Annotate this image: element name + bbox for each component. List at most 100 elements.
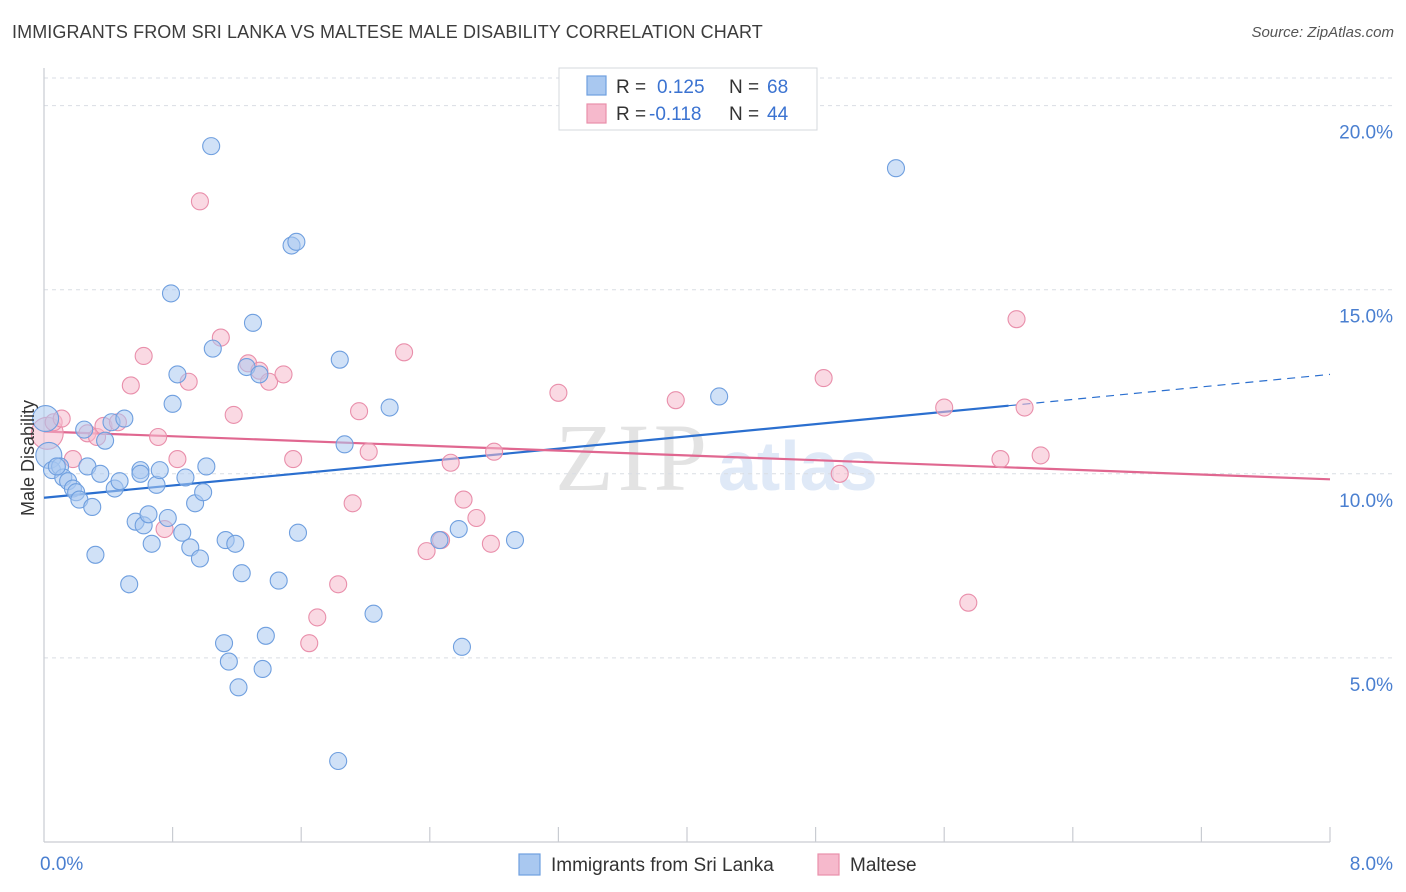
sri-lanka-point <box>83 497 102 516</box>
watermark-zip: ZIP <box>555 404 711 511</box>
sri-lanka-point <box>142 534 161 553</box>
maltese-point <box>1007 310 1026 329</box>
series-legend-label-blue: Immigrants from Sri Lanka <box>551 855 774 876</box>
sri-lanka-point <box>96 431 115 450</box>
sri-lanka-point <box>214 634 234 653</box>
maltese-point <box>350 402 369 421</box>
legend-n-label-blue: N = <box>729 77 759 98</box>
y-tick-label-5: 5.0% <box>1350 675 1393 696</box>
series-legend-swatch-pink <box>817 853 840 876</box>
maltese-point <box>149 427 168 447</box>
maltese-point <box>343 494 362 513</box>
correlation-legend: R = 0.125 N = 68 R = -0.118 N = 44 <box>558 67 818 131</box>
sri-lanka-points <box>32 137 906 771</box>
maltese-point <box>991 450 1010 469</box>
legend-n-value-pink: 44 <box>767 104 789 125</box>
maltese-point <box>454 490 473 509</box>
maltese-point <box>417 542 436 561</box>
maltese-point <box>549 383 568 402</box>
maltese-point <box>1031 446 1050 465</box>
sri-lanka-point <box>253 659 272 678</box>
x-tick-label-8: 8.0% <box>1350 854 1393 875</box>
y-tick-label-10: 10.0% <box>1339 491 1393 512</box>
trend-line-sri-lanka <box>43 404 1009 499</box>
maltese-point <box>121 376 140 395</box>
sri-lanka-point <box>110 472 129 491</box>
maltese-point <box>485 442 504 461</box>
maltese-point <box>168 450 187 469</box>
legend-n-value-blue: 68 <box>767 77 788 98</box>
maltese-point <box>224 405 243 424</box>
sri-lanka-point <box>75 420 94 439</box>
maltese-point <box>935 398 954 417</box>
sri-lanka-point <box>163 394 182 413</box>
maltese-point <box>481 534 500 553</box>
maltese-point <box>441 453 460 472</box>
x-tick-label-0: 0.0% <box>40 854 83 875</box>
y-axis-label: Male Disability <box>18 400 38 516</box>
sri-lanka-point <box>176 468 195 487</box>
sri-lanka-point <box>287 232 306 251</box>
sri-lanka-point <box>232 564 251 583</box>
sri-lanka-point <box>139 505 158 524</box>
maltese-point <box>300 634 319 653</box>
sri-lanka-point <box>505 531 525 550</box>
sri-lanka-point <box>197 457 216 476</box>
chart-title: IMMIGRANTS FROM SRI LANKA VS MALTESE MAL… <box>12 22 763 42</box>
trend-line-sri-lanka-extension <box>1008 373 1331 407</box>
watermark: ZIP atlas <box>555 404 878 511</box>
sri-lanka-point <box>91 464 110 483</box>
y-tick-label-15: 15.0% <box>1339 307 1393 328</box>
legend-r-label-blue: R = <box>616 77 646 98</box>
sri-lanka-point <box>219 652 238 671</box>
sri-lanka-point <box>250 365 269 384</box>
maltese-point <box>134 346 153 366</box>
sri-lanka-point <box>330 350 349 369</box>
trend-lines <box>43 373 1331 499</box>
y-tick-label-20: 20.0% <box>1339 123 1393 144</box>
sri-lanka-point <box>115 409 134 428</box>
series-legend-swatch-blue <box>518 853 541 876</box>
sri-lanka-point <box>380 398 399 417</box>
legend-swatch-pink <box>586 103 607 124</box>
sri-lanka-point <box>161 284 181 303</box>
series-legend: Immigrants from Sri Lanka Maltese <box>518 853 917 876</box>
maltese-point <box>959 593 978 612</box>
chart-source: Source: ZipAtlas.com <box>1251 24 1394 41</box>
y-tick-labels: 5.0% 10.0% 15.0% 20.0% <box>1339 123 1393 696</box>
sri-lanka-point <box>32 405 60 433</box>
sri-lanka-point <box>203 339 222 358</box>
sri-lanka-point <box>430 531 449 550</box>
watermark-atlas: atlas <box>718 427 878 505</box>
sri-lanka-point <box>202 137 221 156</box>
sri-lanka-point <box>243 313 263 332</box>
sri-lanka-point <box>173 523 192 542</box>
sri-lanka-point <box>229 678 248 697</box>
series-legend-label-pink: Maltese <box>850 855 917 876</box>
maltese-point <box>284 450 303 469</box>
maltese-point <box>190 192 209 211</box>
trend-line-maltese <box>43 430 1331 481</box>
legend-r-value-blue: 0.125 <box>657 77 705 98</box>
sri-lanka-point <box>226 534 245 553</box>
sri-lanka-point <box>190 549 209 568</box>
maltese-point <box>467 508 486 528</box>
sri-lanka-point <box>335 435 354 454</box>
sri-lanka-point <box>120 575 139 594</box>
maltese-point <box>308 608 327 627</box>
sri-lanka-point <box>194 483 213 502</box>
maltese-point <box>274 365 293 384</box>
maltese-point <box>1015 398 1034 417</box>
sri-lanka-point <box>288 523 308 542</box>
sri-lanka-point <box>158 508 177 528</box>
sri-lanka-point <box>710 387 729 406</box>
sri-lanka-point <box>150 461 169 480</box>
maltese-point <box>830 464 849 483</box>
x-tick-labels: 0.0% 8.0% <box>40 854 1393 875</box>
maltese-point <box>814 369 833 388</box>
sri-lanka-point <box>452 637 472 656</box>
legend-swatch-blue <box>586 75 607 96</box>
legend-r-label-pink: R = <box>616 104 646 125</box>
sri-lanka-point <box>147 475 166 494</box>
maltese-point <box>329 575 348 594</box>
